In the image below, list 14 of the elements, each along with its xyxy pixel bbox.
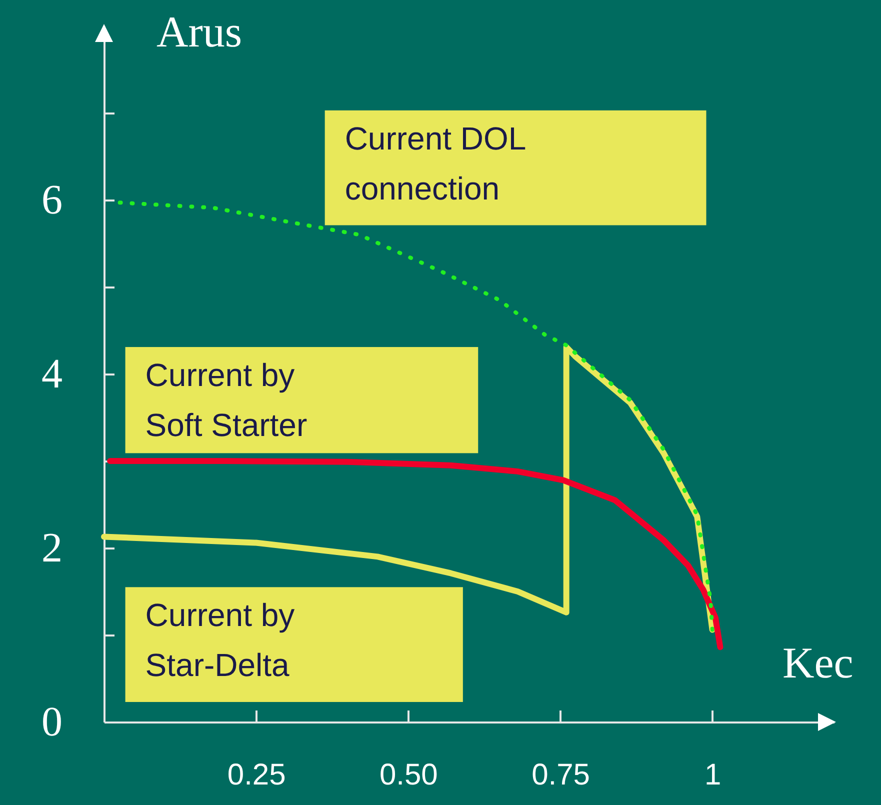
- series-label: Current by Star-Delta: [145, 597, 295, 684]
- y-axis-title: Arus: [156, 8, 242, 56]
- x-axis-title: Kec: [782, 638, 854, 688]
- series-label: Current by Soft Starter: [145, 357, 308, 444]
- series-label: Current DOL connection: [344, 120, 526, 206]
- line-series: [118, 200, 714, 632]
- x-tick-label: 0.50: [379, 758, 438, 792]
- y-tick-label: 0: [42, 700, 62, 746]
- x-tick-label: 0.25: [227, 758, 286, 792]
- x-tick-label: 1: [704, 758, 722, 792]
- x-tick-label: 0.75: [532, 758, 590, 792]
- y-tick-label: 6: [42, 178, 62, 224]
- y-tick-label: 2: [42, 526, 62, 572]
- y-tick-label: 4: [42, 352, 62, 398]
